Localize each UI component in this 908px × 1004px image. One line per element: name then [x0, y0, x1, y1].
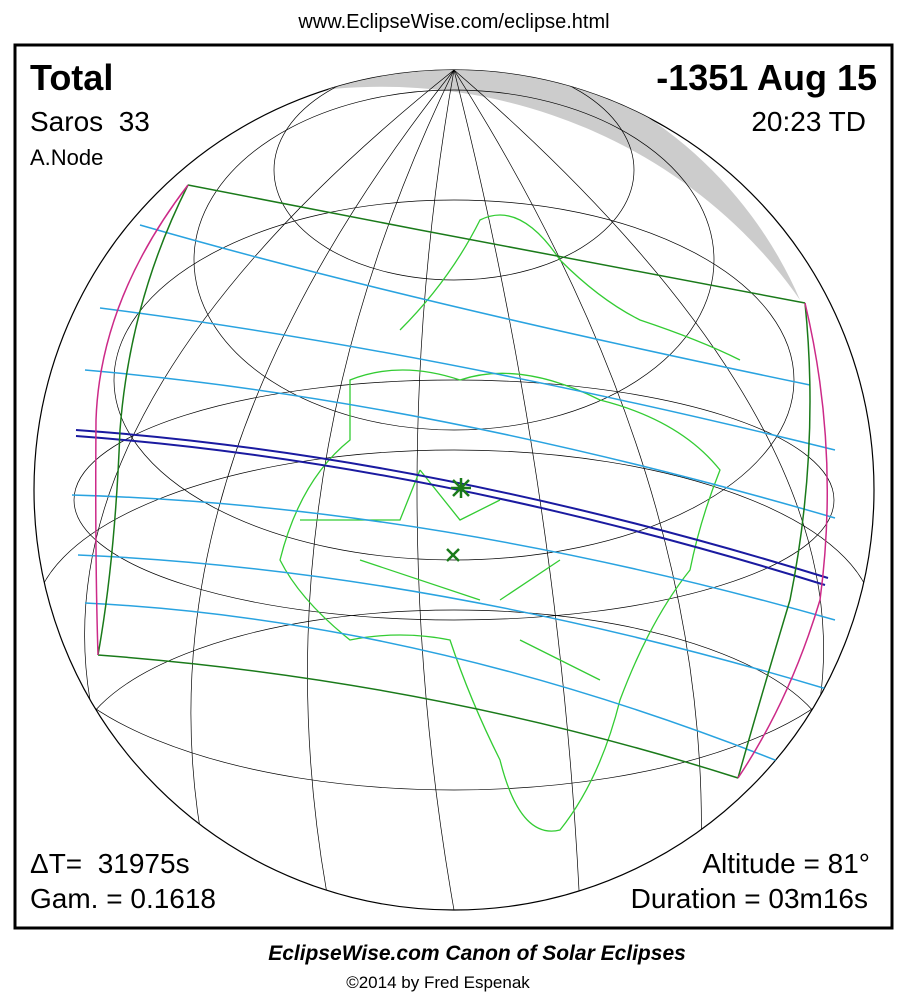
eclipse-date: -1351 Aug 15 — [656, 57, 877, 98]
eclipse-type: Total — [30, 57, 113, 98]
altitude: Altitude = 81° — [702, 848, 870, 879]
frame — [13, 43, 894, 930]
delta-t: ΔT= 31975s — [30, 848, 190, 879]
header-url: www.EclipseWise.com/eclipse.html — [297, 11, 609, 33]
footer-title: EclipseWise.com Canon of Solar Eclipses — [268, 942, 686, 965]
saros: Saros 33 — [30, 106, 150, 137]
node: A.Node — [30, 145, 103, 170]
eclipse-path — [71, 184, 836, 779]
duration: Duration = 03m16s — [631, 883, 868, 914]
footer-copyright: ©2014 by Fred Espenak — [346, 973, 530, 992]
time: 20:23 TD — [751, 106, 866, 137]
gamma: Gam. = 0.1618 — [30, 883, 216, 914]
greatest-eclipse — [446, 478, 471, 562]
